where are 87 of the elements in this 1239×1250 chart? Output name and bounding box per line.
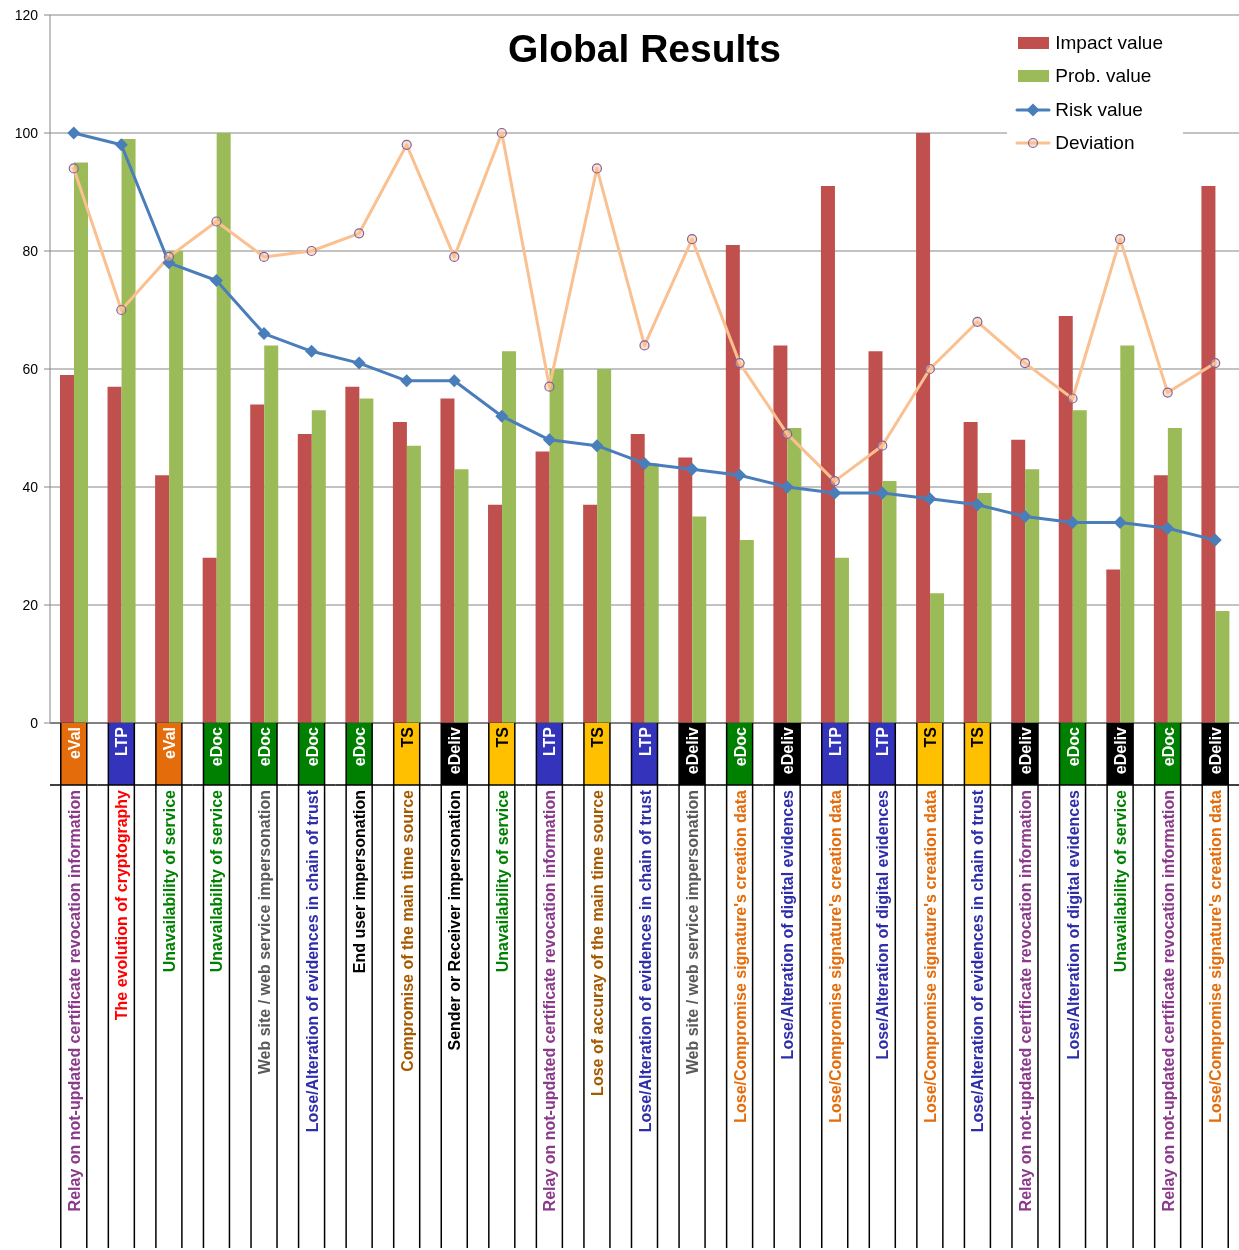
point — [875, 486, 889, 500]
point — [685, 462, 699, 476]
point — [401, 139, 412, 150]
category-label: TS Compromise of the main time source — [398, 727, 416, 1072]
category-label: eDoc Relay on not-updated certificate revocation information — [1159, 727, 1177, 1212]
point — [1067, 393, 1078, 404]
point — [877, 440, 888, 451]
point — [162, 256, 176, 270]
point — [67, 126, 81, 140]
point — [257, 327, 271, 341]
point — [211, 216, 222, 227]
category-label: eDoc Lose/Alteration of digital evidences — [1064, 727, 1082, 1060]
category-label: TS Lose of accuray of the main time source — [588, 727, 606, 1096]
point — [1162, 387, 1173, 398]
point — [828, 486, 842, 500]
point — [544, 381, 555, 392]
y-tick-label: 100 — [14, 124, 39, 141]
x-tick-label: eDeliv Unavailability of service — [1112, 726, 1130, 973]
legend-label: Deviation — [1055, 132, 1135, 155]
x-tick-label: eDeliv Lose/Alteration of digital evidences — [779, 726, 797, 1060]
point — [780, 480, 794, 494]
y-tick-label: 20 — [22, 596, 39, 613]
category-label: eVal Unavailability of service — [160, 727, 178, 973]
point — [734, 358, 745, 369]
point — [449, 251, 460, 262]
legend-label: Prob. value — [1055, 65, 1152, 88]
point — [114, 138, 128, 152]
category-label: eDoc Lose/Compromise signature's creation data — [731, 727, 749, 1123]
category-label: eDoc Web site / web service impersonation — [256, 727, 274, 1075]
category-label: LTP The evolution of cryptography — [113, 727, 131, 1021]
point — [209, 274, 223, 287]
point — [1019, 358, 1031, 369]
point — [1161, 521, 1175, 535]
point — [68, 163, 79, 174]
point — [970, 498, 984, 512]
y-tick-label: 80 — [22, 242, 39, 259]
category-label: eVal Relay on not-updated certificate revocation information — [65, 727, 83, 1212]
point — [686, 234, 698, 245]
category-label: eDoc End user impersonation — [351, 727, 369, 974]
category-label: eDoc Lose/Alteration of evidences in chain of trust — [303, 727, 321, 1133]
point — [306, 245, 317, 257]
point — [829, 476, 840, 487]
category-label: TS Lose/Compromise signature's creation data — [921, 727, 939, 1123]
point — [1113, 515, 1127, 529]
point — [258, 251, 270, 262]
point — [354, 228, 365, 239]
point — [972, 316, 983, 327]
category-label: LTP Relay on not-updated certificate revocation information — [541, 727, 559, 1212]
point — [1115, 234, 1126, 245]
point — [116, 304, 127, 316]
point — [542, 433, 556, 447]
y-tick-label: 60 — [22, 360, 39, 377]
point — [782, 428, 793, 439]
point — [352, 356, 366, 370]
point — [163, 251, 174, 262]
point — [1210, 358, 1221, 369]
x-tick-label: eDeliv Web site / web service impersonation — [684, 726, 702, 1075]
x-tick-label: eDeliv Relay on not-updated certificate revocation information — [1016, 726, 1034, 1212]
point — [923, 492, 937, 506]
point — [1208, 533, 1222, 547]
legend-label: Risk value — [1055, 98, 1143, 121]
point — [1018, 510, 1032, 523]
point — [495, 409, 509, 423]
legend-label: Impact value — [1055, 31, 1163, 54]
x-tick-label: eDeliv Sender or Receiver impersonation — [446, 726, 464, 1051]
point — [924, 363, 935, 375]
y-tick-label: 40 — [22, 478, 39, 495]
category-label: TS Unavailability of service — [493, 727, 511, 973]
point — [638, 456, 651, 470]
category-label: LTP Lose/Compromise signature's creation data — [826, 727, 844, 1123]
point — [1066, 515, 1080, 529]
category-label: TS Lose/Alteration of evidences in chain of trust — [969, 727, 987, 1133]
point — [591, 163, 603, 174]
x-tick-label: eDeliv Lose/Compromise signature's creation data — [1207, 726, 1225, 1123]
category-label: LTP Lose/Alteration of digital evidences — [874, 727, 892, 1060]
point — [400, 374, 414, 388]
chart-title: Global Results — [507, 27, 782, 70]
y-tick-label: 0 — [30, 714, 39, 731]
point — [496, 127, 507, 139]
category-label: eDoc Unavailability of service — [208, 727, 226, 973]
point — [639, 340, 650, 351]
point — [590, 439, 604, 453]
point — [447, 374, 461, 388]
y-tick-label: 120 — [14, 6, 39, 23]
point — [733, 468, 747, 482]
category-label: LTP Lose/Alteration of evidences in chain of trust — [636, 727, 654, 1133]
point — [305, 344, 319, 358]
